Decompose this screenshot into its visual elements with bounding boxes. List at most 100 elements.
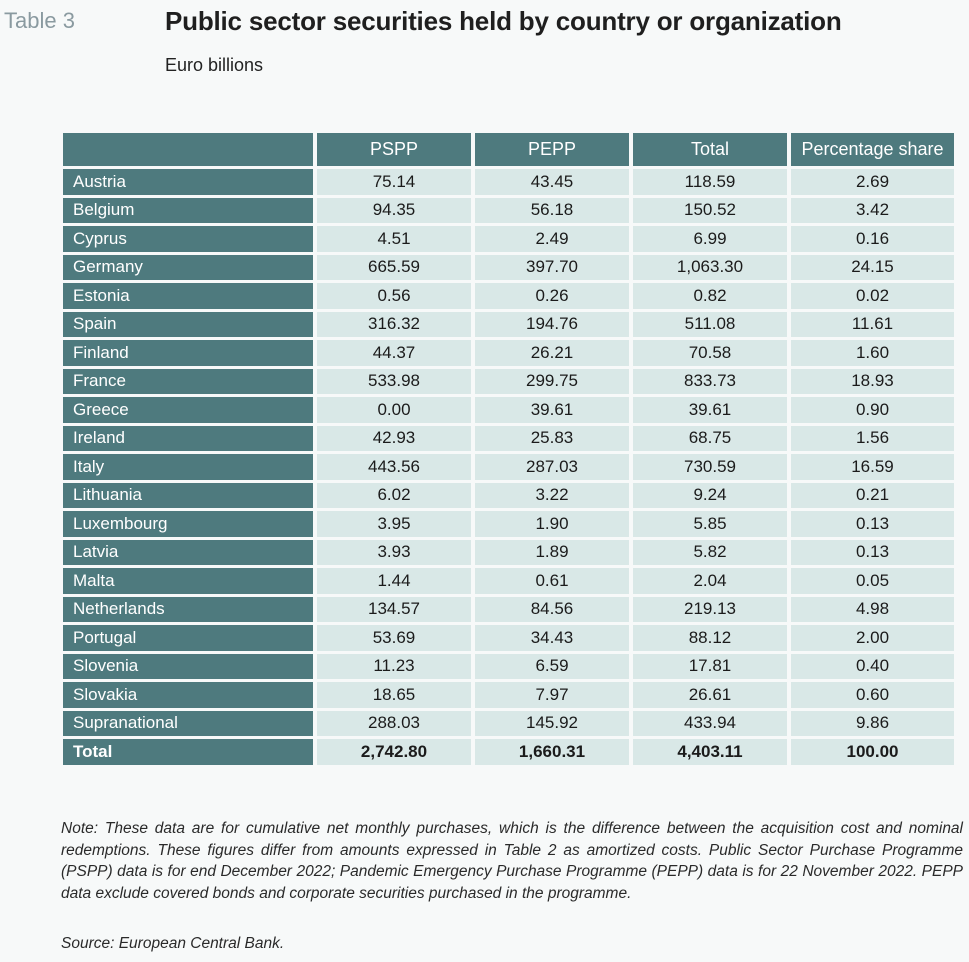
total-cell: 5.85 — [633, 511, 787, 537]
pspp-cell: 288.03 — [317, 710, 471, 736]
pepp-cell: 287.03 — [475, 454, 629, 480]
share-cell: 16.59 — [791, 454, 954, 480]
table-row: Belgium 94.35 56.18 150.52 3.42 — [63, 197, 954, 223]
pspp-cell: 42.93 — [317, 425, 471, 451]
table-row: Slovakia 18.65 7.97 26.61 0.60 — [63, 682, 954, 708]
share-cell: 4.98 — [791, 596, 954, 622]
pspp-cell: 1.44 — [317, 568, 471, 594]
total-cell: 118.59 — [633, 169, 787, 195]
share-cell: 9.86 — [791, 710, 954, 736]
pspp-cell: 3.93 — [317, 539, 471, 565]
pspp-cell: 2,742.80 — [317, 739, 471, 765]
table-row: Slovenia 11.23 6.59 17.81 0.40 — [63, 653, 954, 679]
share-cell: 0.02 — [791, 283, 954, 309]
pepp-cell: 34.43 — [475, 625, 629, 651]
securities-table: PSPP PEPP Total Percentage share Austria… — [59, 130, 958, 768]
table-row: Ireland 42.93 25.83 68.75 1.56 — [63, 425, 954, 451]
country-cell: Finland — [63, 340, 313, 366]
table-row: Italy 443.56 287.03 730.59 16.59 — [63, 454, 954, 480]
pspp-cell: 0.56 — [317, 283, 471, 309]
share-cell: 24.15 — [791, 254, 954, 280]
pspp-cell: 443.56 — [317, 454, 471, 480]
total-cell: 68.75 — [633, 425, 787, 451]
total-cell: 9.24 — [633, 482, 787, 508]
pepp-cell: 26.21 — [475, 340, 629, 366]
page-title: Public sector securities held by country… — [165, 6, 842, 36]
table-row: France 533.98 299.75 833.73 18.93 — [63, 368, 954, 394]
country-cell: Netherlands — [63, 596, 313, 622]
country-cell: Germany — [63, 254, 313, 280]
total-cell: 6.99 — [633, 226, 787, 252]
country-cell: Austria — [63, 169, 313, 195]
pspp-cell: 75.14 — [317, 169, 471, 195]
pepp-cell: 2.49 — [475, 226, 629, 252]
table-row: Luxembourg 3.95 1.90 5.85 0.13 — [63, 511, 954, 537]
total-cell: 70.58 — [633, 340, 787, 366]
country-cell: Luxembourg — [63, 511, 313, 537]
table-row: Germany 665.59 397.70 1,063.30 24.15 — [63, 254, 954, 280]
total-cell: 730.59 — [633, 454, 787, 480]
total-cell: 1,063.30 — [633, 254, 787, 280]
table-row: Latvia 3.93 1.89 5.82 0.13 — [63, 539, 954, 565]
table-header-row: PSPP PEPP Total Percentage share — [63, 133, 954, 166]
pepp-cell: 1,660.31 — [475, 739, 629, 765]
pspp-cell: 53.69 — [317, 625, 471, 651]
table-row: Portugal 53.69 34.43 88.12 2.00 — [63, 625, 954, 651]
pepp-cell: 6.59 — [475, 653, 629, 679]
units-subtitle: Euro billions — [165, 55, 264, 75]
pspp-cell: 0.00 — [317, 397, 471, 423]
total-cell: 2.04 — [633, 568, 787, 594]
country-cell: Ireland — [63, 425, 313, 451]
pepp-cell: 194.76 — [475, 311, 629, 337]
country-cell: Lithuania — [63, 482, 313, 508]
pepp-cell: 299.75 — [475, 368, 629, 394]
country-cell: France — [63, 368, 313, 394]
country-cell: Belgium — [63, 197, 313, 223]
pepp-cell: 43.45 — [475, 169, 629, 195]
pepp-cell: 84.56 — [475, 596, 629, 622]
table-row: Malta 1.44 0.61 2.04 0.05 — [63, 568, 954, 594]
pepp-cell: 1.89 — [475, 539, 629, 565]
pspp-cell: 4.51 — [317, 226, 471, 252]
total-cell: 5.82 — [633, 539, 787, 565]
pspp-cell: 94.35 — [317, 197, 471, 223]
total-cell: 4,403.11 — [633, 739, 787, 765]
share-cell: 2.69 — [791, 169, 954, 195]
country-cell: Supranational — [63, 710, 313, 736]
pspp-cell: 18.65 — [317, 682, 471, 708]
column-header-pspp: PSPP — [317, 133, 471, 166]
country-cell: Cyprus — [63, 226, 313, 252]
total-cell: 219.13 — [633, 596, 787, 622]
table-total-row: Total 2,742.80 1,660.31 4,403.11 100.00 — [63, 739, 954, 765]
share-cell: 0.21 — [791, 482, 954, 508]
column-header-percentage-share: Percentage share — [791, 133, 954, 166]
pepp-cell: 1.90 — [475, 511, 629, 537]
share-cell: 3.42 — [791, 197, 954, 223]
pepp-cell: 0.26 — [475, 283, 629, 309]
table-row: Finland 44.37 26.21 70.58 1.60 — [63, 340, 954, 366]
column-header-total: Total — [633, 133, 787, 166]
pepp-cell: 7.97 — [475, 682, 629, 708]
table-number-label: Table 3 — [4, 8, 75, 33]
share-cell: 100.00 — [791, 739, 954, 765]
country-cell: Italy — [63, 454, 313, 480]
total-cell: 150.52 — [633, 197, 787, 223]
table-row: Cyprus 4.51 2.49 6.99 0.16 — [63, 226, 954, 252]
country-cell: Portugal — [63, 625, 313, 651]
country-cell: Greece — [63, 397, 313, 423]
pepp-cell: 0.61 — [475, 568, 629, 594]
share-cell: 0.60 — [791, 682, 954, 708]
pepp-cell: 145.92 — [475, 710, 629, 736]
share-cell: 0.16 — [791, 226, 954, 252]
share-cell: 1.56 — [791, 425, 954, 451]
pspp-cell: 134.57 — [317, 596, 471, 622]
total-cell: 433.94 — [633, 710, 787, 736]
pspp-cell: 11.23 — [317, 653, 471, 679]
pspp-cell: 316.32 — [317, 311, 471, 337]
share-cell: 0.13 — [791, 511, 954, 537]
total-cell: 17.81 — [633, 653, 787, 679]
country-cell: Slovenia — [63, 653, 313, 679]
pspp-cell: 665.59 — [317, 254, 471, 280]
country-cell: Slovakia — [63, 682, 313, 708]
share-cell: 0.40 — [791, 653, 954, 679]
